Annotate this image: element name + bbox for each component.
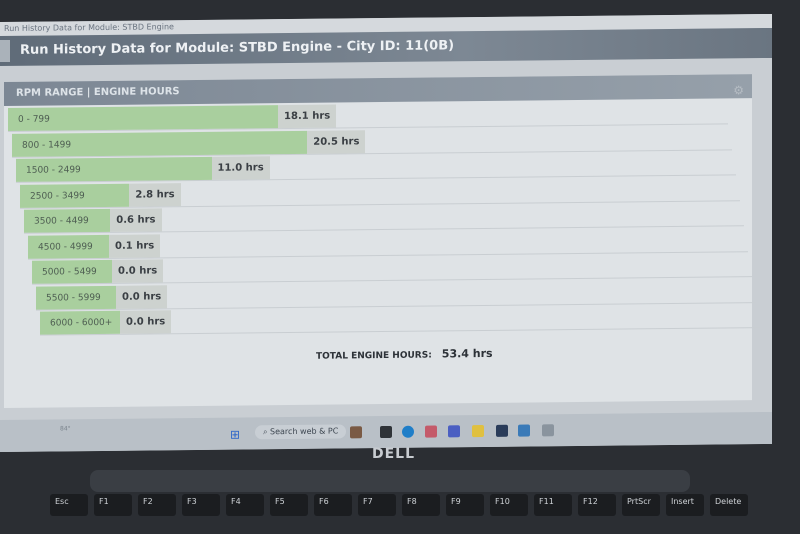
rpm-range-bar: 5000 - 5499 <box>32 259 112 284</box>
key[interactable]: F3 <box>182 494 220 516</box>
laptop-hinge <box>90 470 690 492</box>
key[interactable]: F8 <box>402 494 440 516</box>
rpm-range-bar: 6000 - 6000+ <box>40 310 120 335</box>
panel-title-text: RPM RANGE | ENGINE HOURS <box>16 86 180 99</box>
outlook-icon[interactable] <box>518 424 530 437</box>
hours-value: 0.0 hrs <box>116 284 168 309</box>
hours-value: 0.1 hrs <box>109 233 161 258</box>
key[interactable]: F11 <box>534 494 572 516</box>
weather-widget[interactable]: 84° <box>60 425 71 433</box>
hours-value: 2.8 hrs <box>129 182 181 207</box>
edge-icon[interactable] <box>402 425 414 438</box>
key[interactable]: F1 <box>94 494 132 516</box>
dell-logo: DELL <box>372 446 416 462</box>
app-icon[interactable] <box>425 425 437 438</box>
rpm-range-bar: 3500 - 4499 <box>24 208 111 233</box>
taskbar-search[interactable]: ⌕ Search web & PC <box>255 424 347 440</box>
key[interactable]: PrtScr <box>622 494 660 516</box>
copilot-icon[interactable] <box>350 426 362 439</box>
file-explorer-icon[interactable] <box>472 424 484 438</box>
search-text: Search web & PC <box>270 426 339 437</box>
total-engine-hours: TOTAL ENGINE HOURS: 53.4 hrs <box>316 347 493 362</box>
key[interactable]: F9 <box>446 494 484 516</box>
rpm-range-bar: 0 - 799 <box>8 105 279 131</box>
keyboard-row: Esc F1 F2 F3 F4 F5 F6 F7 F8 F9 F10 F11 F12 PrtScr Inse… <box>50 494 748 516</box>
key[interactable]: Delete <box>710 494 748 516</box>
teams-icon[interactable] <box>448 425 460 438</box>
store-icon[interactable] <box>496 424 508 437</box>
hours-value: 0.0 hrs <box>120 310 172 334</box>
rpm-range-bar: 800 - 1499 <box>12 130 308 157</box>
tool-icon[interactable] <box>542 424 554 437</box>
windows-start-icon[interactable]: ⊞ <box>230 427 241 442</box>
total-label: TOTAL ENGINE HOURS: <box>316 350 432 362</box>
page-title: Run History Data for Module: STBD Engine… <box>20 38 455 58</box>
key[interactable]: F5 <box>270 494 308 516</box>
key[interactable]: F6 <box>314 494 352 516</box>
rpm-range-bar: 1500 - 2499 <box>16 156 212 182</box>
hours-value: 0.0 hrs <box>112 259 164 283</box>
settings-icon[interactable]: ⚙ <box>733 83 744 98</box>
total-value: 53.4 hrs <box>441 346 493 361</box>
hours-value: 11.0 hrs <box>211 156 270 180</box>
hours-value: 0.6 hrs <box>110 208 162 232</box>
key[interactable]: F7 <box>358 494 396 516</box>
rpm-range-bar: 4500 - 4999 <box>28 234 110 259</box>
back-button[interactable] <box>0 39 10 63</box>
key[interactable]: F10 <box>490 494 528 516</box>
rpm-panel: RPM RANGE | ENGINE HOURS ⚙ 0 - 799 18.1 hr… <box>4 74 760 409</box>
key[interactable]: F12 <box>578 494 616 516</box>
hours-value: 18.1 hrs <box>278 104 337 129</box>
rpm-range-bar: 5500 - 5999 <box>36 285 116 310</box>
key[interactable]: Esc <box>50 494 88 516</box>
laptop-screen: Run History Data for Module: STBD Engine… <box>0 13 772 453</box>
rpm-range-bar: 2500 - 3499 <box>20 183 130 208</box>
key[interactable]: Insert <box>666 494 704 516</box>
key[interactable]: F2 <box>138 494 176 516</box>
key[interactable]: F4 <box>226 494 264 516</box>
task-view-icon[interactable] <box>380 425 392 439</box>
hours-value: 20.5 hrs <box>307 129 366 154</box>
